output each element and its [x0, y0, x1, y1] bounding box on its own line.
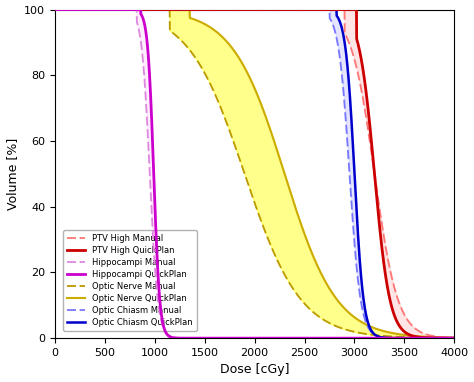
X-axis label: Dose [cGy]: Dose [cGy] [220, 363, 289, 376]
Y-axis label: Volume [%]: Volume [%] [6, 138, 18, 210]
Legend: PTV High Manual, PTV High QuickPlan, Hippocampi Manual, Hippocampi QuickPlan, Op: PTV High Manual, PTV High QuickPlan, Hip… [63, 230, 197, 331]
